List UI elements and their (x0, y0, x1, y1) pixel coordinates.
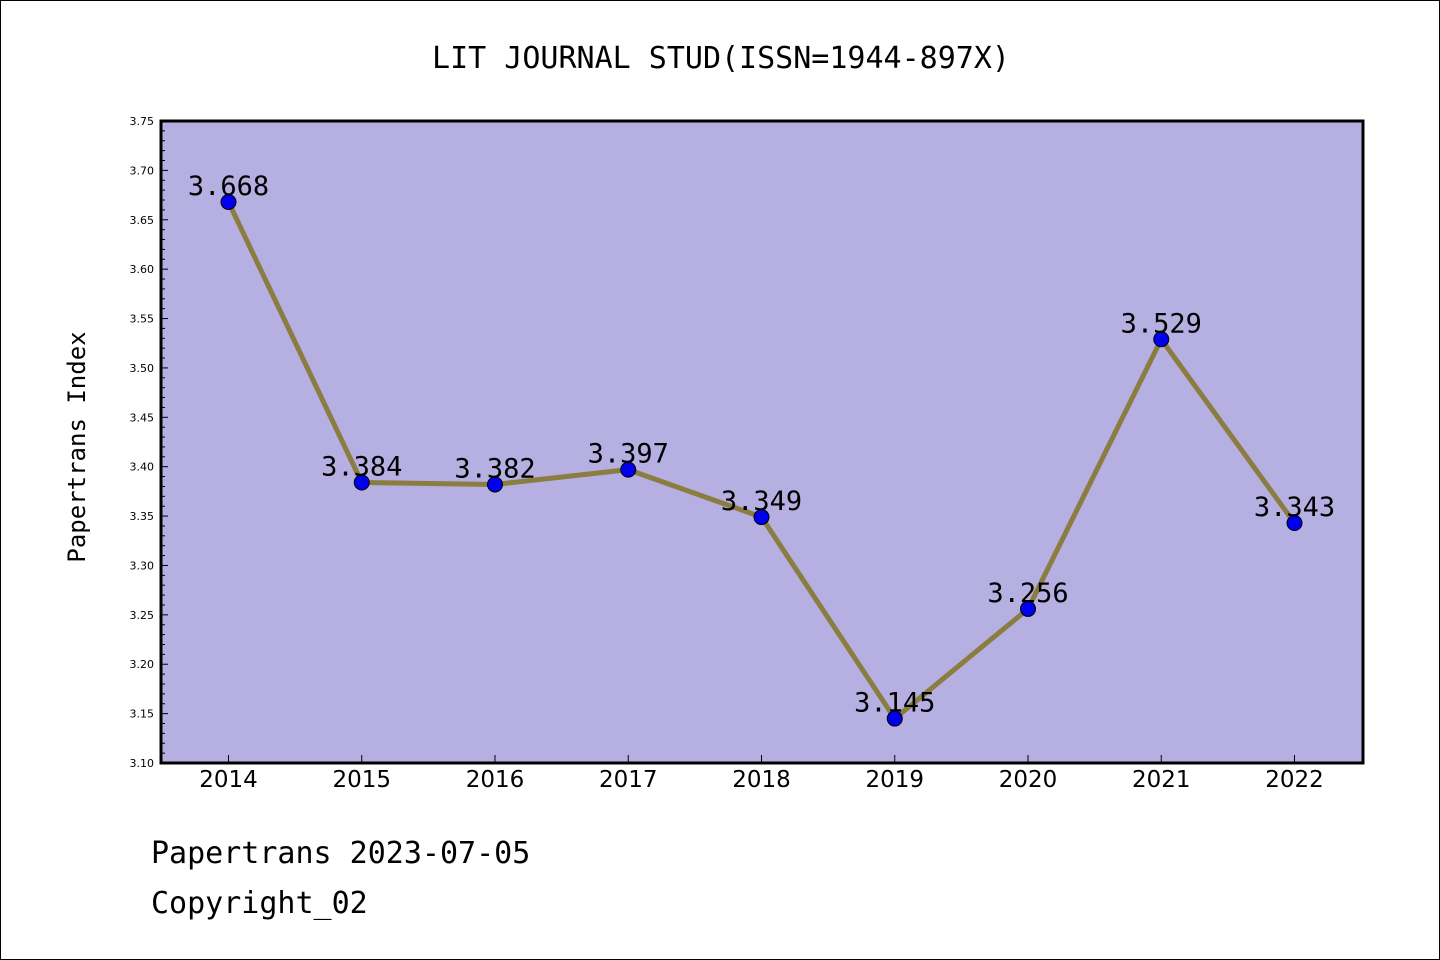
series-markers (220, 193, 1303, 727)
y-tick-label: 3.65 (130, 214, 155, 227)
x-tick-label: 2017 (599, 767, 658, 793)
footer-date-line: Papertrans 2023-07-05 (151, 836, 531, 871)
y-tick-label: 3.30 (130, 559, 155, 572)
y-tick-label: 3.75 (130, 115, 155, 128)
y-tick-label: 3.45 (130, 411, 155, 424)
x-tick-label: 2014 (199, 767, 258, 793)
x-tick-label: 2019 (865, 767, 924, 793)
data-point (220, 193, 237, 210)
y-tick-label: 3.60 (130, 263, 155, 276)
y-axis-label: Papertrans Index (63, 331, 91, 562)
data-label: 3.349 (721, 486, 802, 517)
y-tick-label: 3.20 (130, 658, 155, 671)
data-point (1286, 514, 1303, 531)
data-point (487, 476, 503, 493)
data-label: 3.397 (588, 439, 669, 470)
footer-copyright: Copyright_02 (151, 886, 368, 921)
x-tick-label: 2018 (732, 767, 791, 793)
data-label: 3.145 (854, 688, 935, 719)
data-point (1020, 600, 1036, 617)
x-tick-label: 2016 (466, 767, 525, 793)
y-axis: 3.10 3.15 3.20 3.25 3.30 3.35 3.40 3.45 3.50 3.55… (130, 115, 168, 770)
y-tick-label: 3.15 (130, 708, 155, 721)
data-labels: 3.668 3.384 3.382 3.397 3.349 3.145 3.256 3.529… (188, 171, 1335, 719)
y-tick-label: 3.70 (130, 164, 155, 177)
data-label: 3.529 (1121, 308, 1202, 339)
data-point (753, 509, 770, 526)
data-point (886, 710, 903, 727)
chart-title: LIT JOURNAL STUD(ISSN=1944-897X) (432, 41, 1010, 76)
y-tick-label: 3.25 (130, 609, 155, 622)
plot-area (159, 119, 1365, 765)
data-point (1153, 331, 1170, 348)
x-tick-label: 2015 (332, 767, 391, 793)
x-tick-label: 2021 (1132, 767, 1191, 793)
x-tick-label: 2020 (999, 767, 1058, 793)
data-label: 3.382 (454, 453, 535, 484)
x-axis: 2014 2015 2016 2017 2018 2019 2020 2021 2022 (199, 755, 1324, 793)
y-tick-label: 3.35 (130, 510, 155, 523)
data-label: 3.668 (188, 171, 269, 202)
y-tick-label: 3.55 (130, 313, 155, 326)
y-tick-label: 3.40 (130, 461, 155, 474)
y-tick-label: 3.50 (130, 362, 155, 375)
data-label: 3.384 (321, 451, 402, 482)
x-tick-label: 2022 (1265, 767, 1324, 793)
y-tick-label: 3.10 (130, 757, 155, 770)
data-label: 3.343 (1254, 492, 1335, 523)
data-point (620, 461, 637, 478)
data-point (353, 474, 370, 491)
data-label: 3.256 (987, 578, 1068, 609)
